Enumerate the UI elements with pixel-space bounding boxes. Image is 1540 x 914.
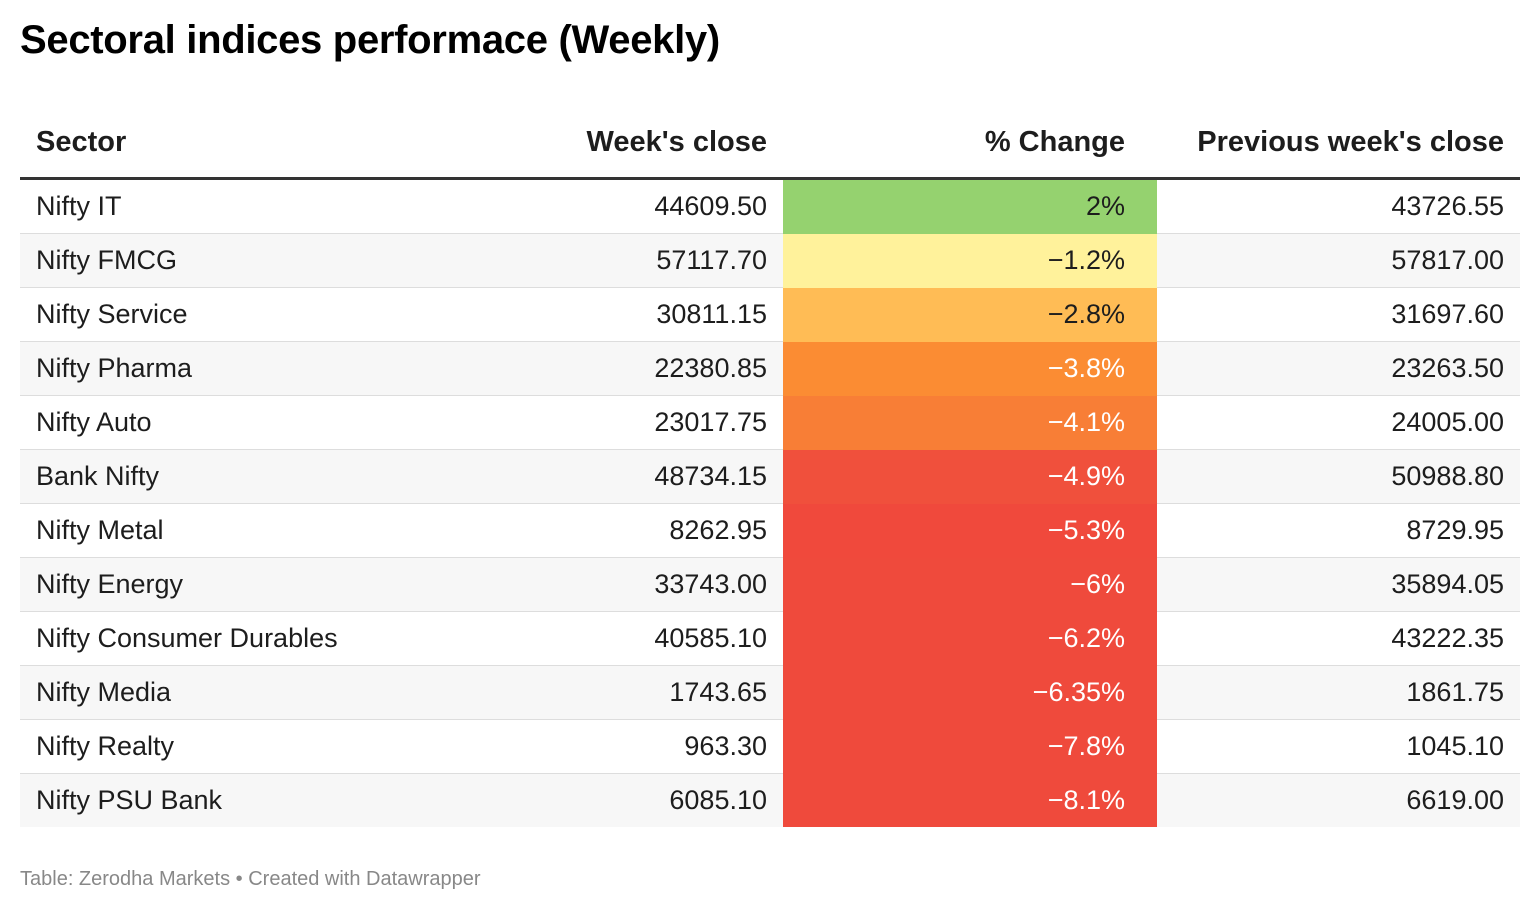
cell-sector: Nifty Service	[20, 287, 335, 342]
cell-sector: Nifty IT	[20, 178, 335, 234]
cell-sector: Nifty Pharma	[20, 341, 335, 396]
cell-sector: Nifty PSU Bank	[20, 773, 335, 827]
cell-previous-close: 8729.95	[1157, 503, 1520, 558]
cell-weeks-close: 8262.95	[335, 503, 783, 558]
cell-percent-change: 2%	[783, 178, 1157, 234]
cell-previous-close: 35894.05	[1157, 557, 1520, 612]
cell-weeks-close: 40585.10	[335, 611, 783, 666]
table-row: Nifty IT 44609.50 2% 43726.55	[20, 178, 1520, 234]
cell-weeks-close: 1743.65	[335, 665, 783, 720]
header-previous-close: Previous week's close	[1157, 108, 1520, 180]
table-body: Nifty IT 44609.50 2% 43726.55 Nifty FMCG 5711…	[20, 178, 1520, 827]
header-sector: Sector	[20, 108, 335, 180]
cell-weeks-close: 963.30	[335, 719, 783, 774]
sector-table-container: Sector Week's close % Change Previous we…	[20, 108, 1520, 827]
cell-percent-change: −7.8%	[783, 719, 1157, 774]
table-header: Sector Week's close % Change Previous we…	[20, 108, 1520, 180]
chart-title: Sectoral indices performace (Weekly)	[20, 18, 720, 62]
cell-sector: Nifty Media	[20, 665, 335, 720]
table-row: Nifty Media 1743.65 −6.35% 1861.75	[20, 665, 1520, 720]
cell-previous-close: 57817.00	[1157, 233, 1520, 288]
cell-weeks-close: 23017.75	[335, 395, 783, 450]
cell-previous-close: 43726.55	[1157, 178, 1520, 234]
cell-previous-close: 6619.00	[1157, 773, 1520, 827]
table-row: Nifty Consumer Durables 40585.10 −6.2% 4322…	[20, 611, 1520, 666]
table-row: Nifty Metal 8262.95 −5.3% 8729.95	[20, 503, 1520, 558]
cell-percent-change: −6.2%	[783, 611, 1157, 666]
cell-percent-change: −8.1%	[783, 773, 1157, 827]
header-row: Sector Week's close % Change Previous we…	[20, 108, 1520, 180]
cell-previous-close: 1861.75	[1157, 665, 1520, 720]
table-row: Nifty Auto 23017.75 −4.1% 24005.00	[20, 395, 1520, 450]
cell-previous-close: 31697.60	[1157, 287, 1520, 342]
cell-weeks-close: 30811.15	[335, 287, 783, 342]
cell-previous-close: 43222.35	[1157, 611, 1520, 666]
cell-weeks-close: 57117.70	[335, 233, 783, 288]
table-row: Nifty Service 30811.15 −2.8% 31697.60	[20, 287, 1520, 342]
cell-percent-change: −6%	[783, 557, 1157, 612]
header-weeks-close: Week's close	[335, 108, 783, 180]
source-footer: Table: Zerodha Markets • Created with Da…	[20, 868, 481, 890]
cell-weeks-close: 48734.15	[335, 449, 783, 504]
cell-sector: Nifty Realty	[20, 719, 335, 774]
cell-sector: Nifty Consumer Durables	[20, 611, 338, 666]
cell-weeks-close: 6085.10	[335, 773, 783, 827]
cell-weeks-close: 44609.50	[335, 178, 783, 234]
cell-percent-change: −2.8%	[783, 287, 1157, 342]
table-row: Nifty PSU Bank 6085.10 −8.1% 6619.00	[20, 773, 1520, 827]
table-row: Nifty Pharma 22380.85 −3.8% 23263.50	[20, 341, 1520, 396]
cell-weeks-close: 22380.85	[335, 341, 783, 396]
table-row: Nifty Realty 963.30 −7.8% 1045.10	[20, 719, 1520, 774]
cell-percent-change: −1.2%	[783, 233, 1157, 288]
table-row: Bank Nifty 48734.15 −4.9% 50988.80	[20, 449, 1520, 504]
cell-sector: Nifty Energy	[20, 557, 335, 612]
cell-percent-change: −3.8%	[783, 341, 1157, 396]
cell-percent-change: −5.3%	[783, 503, 1157, 558]
cell-percent-change: −4.1%	[783, 395, 1157, 450]
table-row: Nifty Energy 33743.00 −6% 35894.05	[20, 557, 1520, 612]
header-percent-change: % Change	[783, 108, 1157, 180]
cell-percent-change: −4.9%	[783, 449, 1157, 504]
cell-previous-close: 23263.50	[1157, 341, 1520, 396]
cell-sector: Nifty Auto	[20, 395, 335, 450]
cell-sector: Bank Nifty	[20, 449, 335, 504]
table-row: Nifty FMCG 57117.70 −1.2% 57817.00	[20, 233, 1520, 288]
sector-table: Sector Week's close % Change Previous we…	[20, 108, 1520, 827]
cell-sector: Nifty Metal	[20, 503, 335, 558]
cell-sector: Nifty FMCG	[20, 233, 335, 288]
cell-weeks-close: 33743.00	[335, 557, 783, 612]
cell-previous-close: 50988.80	[1157, 449, 1520, 504]
cell-previous-close: 24005.00	[1157, 395, 1520, 450]
cell-percent-change: −6.35%	[783, 665, 1157, 720]
cell-previous-close: 1045.10	[1157, 719, 1520, 774]
